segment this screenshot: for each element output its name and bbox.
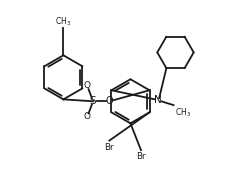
Text: CH$_3$: CH$_3$: [55, 15, 72, 28]
Text: O: O: [105, 96, 113, 106]
Text: Br: Br: [136, 152, 146, 162]
Text: N: N: [154, 95, 162, 105]
Text: S: S: [90, 96, 96, 106]
Text: Br: Br: [104, 143, 113, 152]
Text: CH$_3$: CH$_3$: [175, 106, 191, 119]
Text: O: O: [84, 112, 91, 121]
Text: O: O: [84, 81, 91, 91]
